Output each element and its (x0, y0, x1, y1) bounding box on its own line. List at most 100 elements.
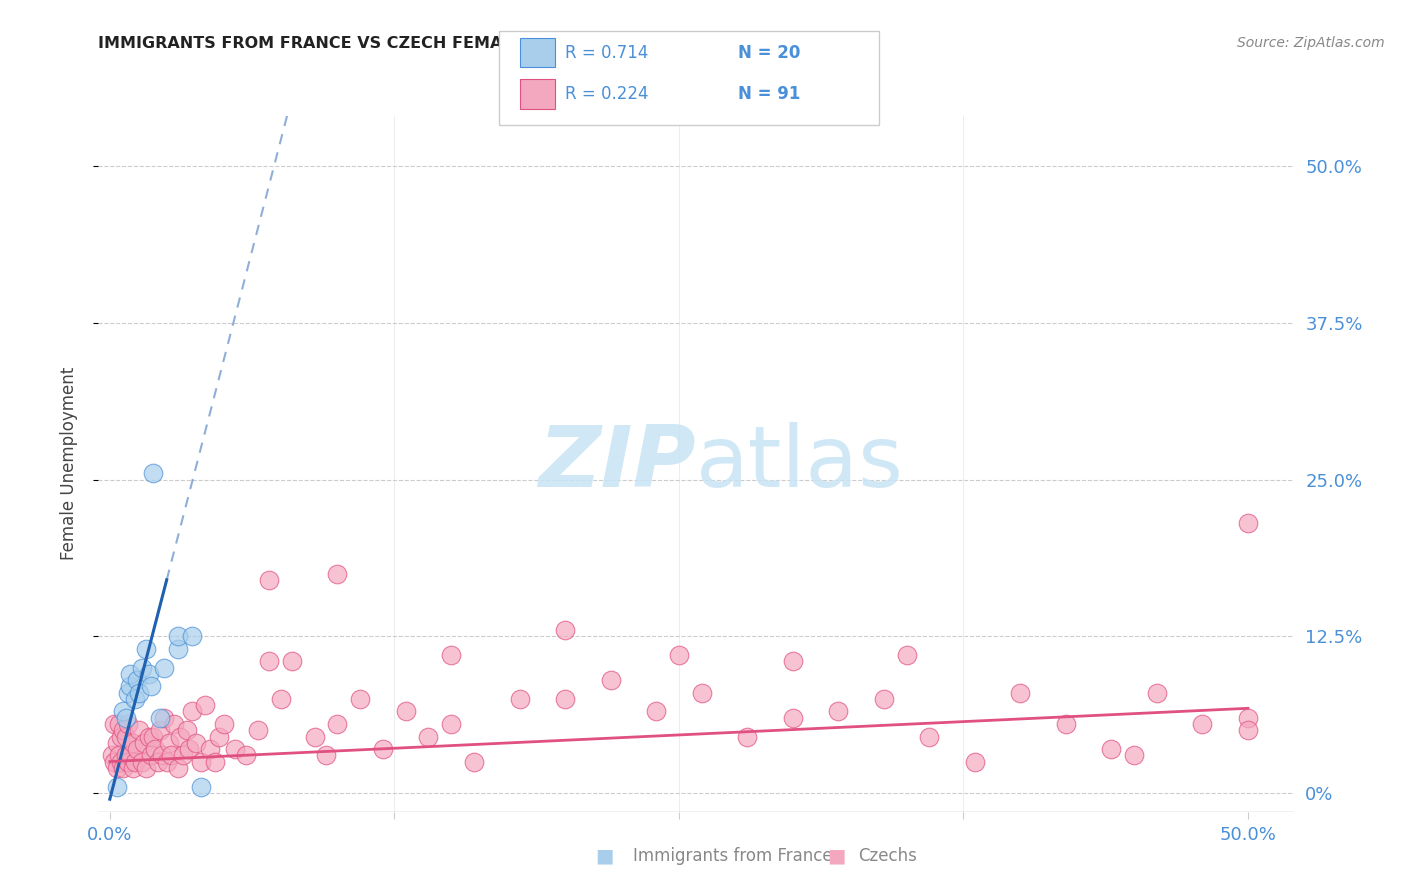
Point (1123, 748, 1146, 763)
Point (440, 717, 463, 731)
Point (1099, 742, 1122, 756)
Point (112, 723, 135, 738)
Point (138, 666, 160, 681)
Point (645, 705, 668, 719)
Point (105, 736, 128, 750)
Point (1054, 717, 1077, 731)
Point (135, 641, 157, 656)
Point (194, 698, 217, 713)
Point (198, 742, 221, 756)
Point (509, 692, 531, 706)
Point (110, 755, 132, 769)
Point (212, 717, 235, 731)
Point (599, 673, 621, 687)
Point (315, 748, 337, 763)
Point (395, 705, 418, 719)
Point (326, 566, 349, 581)
Point (190, 755, 212, 769)
Point (127, 742, 149, 756)
Point (117, 717, 139, 731)
Text: ■: ■ (827, 847, 846, 866)
Point (873, 692, 896, 706)
Text: ■: ■ (595, 847, 614, 866)
Point (142, 467, 165, 481)
Point (176, 723, 198, 738)
Point (349, 692, 371, 706)
Point (1010, 685, 1032, 699)
Point (121, 761, 143, 775)
Point (440, 648, 463, 662)
Point (114, 711, 136, 725)
Point (153, 711, 176, 725)
Point (103, 755, 125, 769)
Point (167, 641, 190, 656)
Point (235, 748, 257, 763)
Point (418, 730, 440, 744)
Point (224, 742, 246, 756)
Text: R = 0.714: R = 0.714 (565, 44, 648, 62)
Point (896, 648, 918, 662)
Point (257, 573, 280, 587)
Point (463, 755, 485, 769)
Point (180, 629, 202, 643)
Point (963, 755, 986, 769)
Point (1237, 516, 1260, 531)
Point (1237, 723, 1260, 738)
Point (186, 736, 208, 750)
Point (668, 648, 690, 662)
Point (138, 730, 160, 744)
Point (146, 755, 169, 769)
Point (554, 692, 576, 706)
Point (180, 705, 202, 719)
Point (150, 748, 173, 763)
Point (131, 755, 153, 769)
Text: ZIP: ZIP (538, 422, 696, 506)
Point (114, 730, 136, 744)
Point (1237, 711, 1260, 725)
Point (120, 679, 142, 693)
Point (124, 692, 146, 706)
Y-axis label: Female Unemployment: Female Unemployment (59, 368, 77, 560)
Point (735, 730, 758, 744)
Text: N = 91: N = 91 (738, 86, 800, 103)
Point (1191, 717, 1213, 731)
Point (114, 748, 136, 763)
Point (208, 730, 231, 744)
Text: N = 20: N = 20 (738, 44, 800, 62)
Point (179, 742, 201, 756)
Point (103, 717, 125, 731)
Point (204, 755, 226, 769)
Point (117, 685, 139, 699)
Point (132, 736, 155, 750)
Point (128, 723, 150, 738)
Point (127, 673, 149, 687)
Point (110, 730, 132, 744)
Point (326, 717, 349, 731)
Point (143, 742, 166, 756)
Point (120, 748, 142, 763)
Point (782, 711, 804, 725)
Point (124, 755, 146, 769)
Point (918, 730, 941, 744)
Point (690, 685, 713, 699)
Point (827, 705, 849, 719)
Point (105, 761, 128, 775)
Text: IMMIGRANTS FROM FRANCE VS CZECH FEMALE UNEMPLOYMENT CORRELATION CHART: IMMIGRANTS FROM FRANCE VS CZECH FEMALE U… (98, 36, 877, 51)
Point (101, 748, 124, 763)
Point (139, 748, 162, 763)
Point (167, 761, 190, 775)
Point (304, 730, 326, 744)
Point (139, 679, 162, 693)
Point (105, 780, 128, 794)
Point (131, 660, 153, 674)
Point (135, 761, 157, 775)
Point (172, 748, 194, 763)
Point (121, 736, 143, 750)
Point (371, 742, 394, 756)
Point (162, 717, 184, 731)
Point (108, 717, 131, 731)
Text: R = 0.224: R = 0.224 (565, 86, 648, 103)
Point (128, 685, 150, 699)
Point (1146, 685, 1168, 699)
Text: Czechs: Czechs (858, 847, 917, 865)
